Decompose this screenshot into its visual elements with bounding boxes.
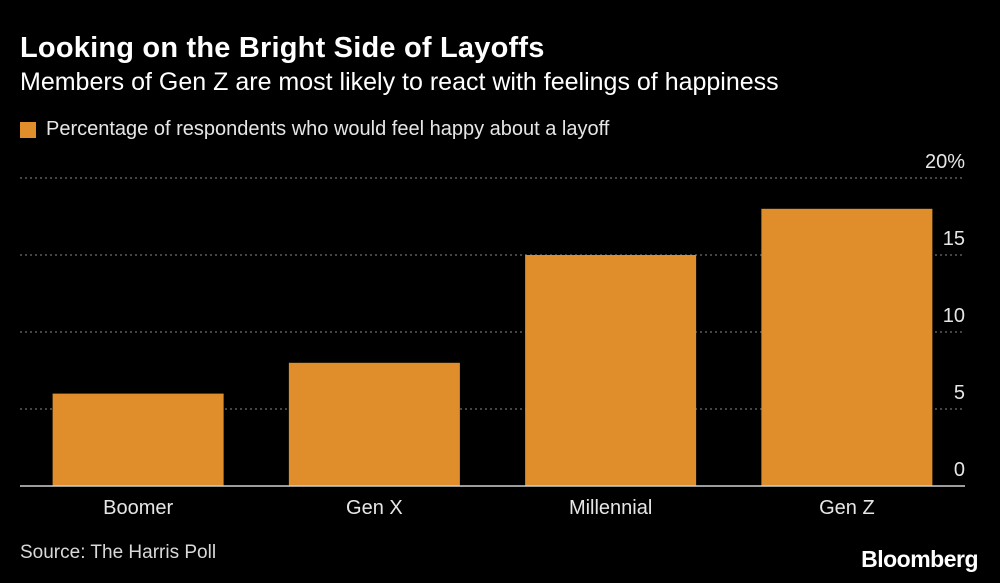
x-tick-label: Gen Z bbox=[819, 497, 875, 519]
legend-label: Percentage of respondents who would feel… bbox=[46, 118, 610, 140]
y-tick-label: 15 bbox=[943, 228, 965, 250]
legend: Percentage of respondents who would feel… bbox=[20, 118, 609, 141]
y-tick-label: 5 bbox=[954, 382, 965, 404]
y-tick-label: 0 bbox=[954, 459, 965, 481]
bloomberg-logo: Bloomberg bbox=[861, 546, 978, 572]
bar bbox=[52, 393, 224, 486]
x-tick-label: Boomer bbox=[103, 497, 173, 519]
source-note: Source: The Harris Poll bbox=[20, 542, 217, 563]
x-tick-label: Millennial bbox=[569, 497, 652, 519]
y-tick-label: 10 bbox=[943, 305, 965, 327]
bar bbox=[288, 362, 460, 486]
bar bbox=[761, 208, 933, 487]
x-tick-label: Gen X bbox=[346, 497, 403, 519]
chart-title: Looking on the Bright Side of Layoffs bbox=[20, 32, 545, 64]
legend-swatch bbox=[20, 121, 36, 138]
bar bbox=[525, 255, 697, 486]
chart-subtitle: Members of Gen Z are most likely to reac… bbox=[20, 68, 779, 96]
y-tick-label: 20% bbox=[925, 151, 965, 173]
